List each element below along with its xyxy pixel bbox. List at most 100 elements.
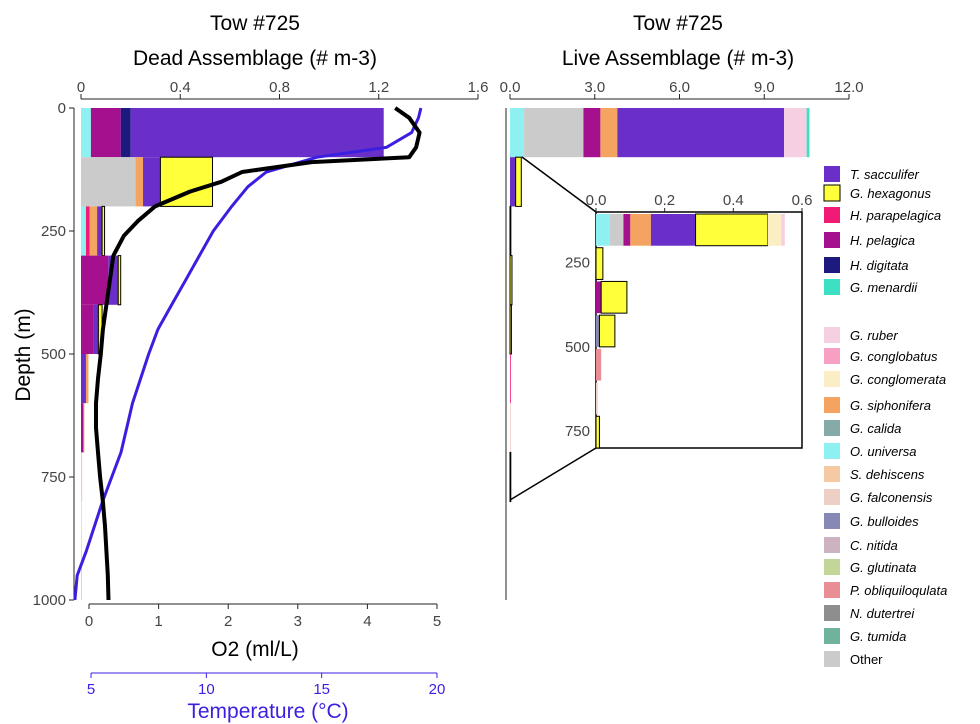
left-top-tick-label: 0.8 bbox=[269, 79, 290, 96]
legend-label: P. obliquiloqulata bbox=[850, 583, 947, 598]
legend-label: H. parapelagica bbox=[850, 208, 941, 223]
temperature-axis-label: Temperature (°C) bbox=[187, 700, 348, 723]
dead-bar-t-sacculifer bbox=[108, 255, 119, 305]
legend-swatch bbox=[824, 207, 840, 223]
dead-bar-g-siphonifera bbox=[135, 157, 144, 207]
live-bar-t-sacculifer bbox=[510, 157, 516, 207]
temperature-tick-label: 15 bbox=[313, 681, 330, 698]
legend-swatch bbox=[824, 232, 840, 248]
live-bar-g-hexagonus bbox=[515, 156, 522, 207]
live-bar-g-siphonifera bbox=[600, 108, 618, 158]
inset-bar-o-universa bbox=[596, 214, 610, 246]
legend-swatch bbox=[824, 513, 840, 529]
legend-label: G. menardii bbox=[850, 280, 918, 295]
legend-label: G. hexagonus bbox=[850, 186, 931, 201]
live-bar-g-hexagonus bbox=[509, 255, 513, 306]
inset-top-tick-label: 0.2 bbox=[654, 192, 675, 209]
o2-tick-label: 0 bbox=[85, 613, 93, 630]
live-bar-other bbox=[524, 108, 584, 158]
legend-swatch bbox=[824, 582, 840, 598]
o2-tick-label: 3 bbox=[294, 613, 302, 630]
inset-y-tick-label: 250 bbox=[565, 255, 590, 272]
y-tick-label: 0 bbox=[58, 100, 66, 117]
live-bar-h-pelagica bbox=[583, 108, 601, 158]
inset-bar-g-hexagonus bbox=[695, 213, 769, 247]
legend-label: G. siphonifera bbox=[850, 398, 931, 413]
inset-top-tick-label: 0.4 bbox=[723, 192, 744, 209]
legend-label: N. dutertrei bbox=[850, 606, 915, 621]
right-top-tick-label: 0.0 bbox=[500, 79, 521, 96]
live-bar-t-sacculifer bbox=[617, 108, 785, 158]
temperature-tick-label: 10 bbox=[198, 681, 215, 698]
legend-label: G. ruber bbox=[850, 328, 898, 343]
o2-profile-line bbox=[94, 106, 422, 601]
dead-bar-g-falconensis bbox=[81, 501, 82, 551]
right-top-tick-label: 6.0 bbox=[669, 79, 690, 96]
inset-bar-h-pelagica bbox=[596, 281, 602, 314]
plot-layer: 0 0.4 0.8 1.2 1.6 0 250 500 750 1000 0 1 2 3 4 5 5 10 15 20… bbox=[33, 79, 948, 698]
legend-swatch bbox=[824, 651, 840, 667]
legend-label: T. sacculifer bbox=[850, 167, 920, 182]
temperature-tick-label: 5 bbox=[87, 681, 95, 698]
inset-connector-top bbox=[521, 156, 597, 213]
legend-swatch bbox=[824, 443, 840, 459]
left-top-tick-label: 1.2 bbox=[368, 79, 389, 96]
y-tick-label: 500 bbox=[41, 346, 66, 363]
dead-bar-h-pelagica bbox=[90, 108, 121, 158]
legend-swatch bbox=[824, 257, 840, 273]
o2-axis-label: O2 (ml/L) bbox=[211, 638, 299, 661]
dead-bar-g-falconensis bbox=[81, 550, 82, 600]
dead-bar-h-pelagica bbox=[81, 255, 109, 305]
dead-bar-h-parapelagica bbox=[85, 206, 90, 256]
inset-y-tick-label: 500 bbox=[565, 339, 590, 356]
y-tick-label: 750 bbox=[41, 469, 66, 486]
inset-bar-g-conglomerata bbox=[767, 214, 782, 246]
legend-label: G. calida bbox=[850, 421, 901, 436]
inset-bar-g-hexagonus bbox=[598, 314, 616, 348]
legend-label: G. conglobatus bbox=[850, 349, 938, 364]
left-top-tick-label: 1.6 bbox=[468, 79, 489, 96]
live-bar-g-hexagonus bbox=[509, 451, 512, 503]
o2-tick-label: 5 bbox=[433, 613, 441, 630]
dead-bar-g-siphonifera bbox=[89, 206, 98, 256]
legend-swatch bbox=[823, 184, 841, 202]
legend-swatch bbox=[824, 397, 840, 413]
dead-bar-g-siphonifera bbox=[85, 354, 89, 404]
legend-swatch bbox=[824, 628, 840, 644]
y-tick-label: 250 bbox=[41, 223, 66, 240]
live-bar-g-hexagonus bbox=[509, 304, 512, 355]
dead-bar-o-universa bbox=[81, 206, 86, 256]
legend-swatch bbox=[824, 537, 840, 553]
left-top-tick-label: 0 bbox=[77, 79, 85, 96]
inset-bar-g-hexagonus bbox=[600, 280, 628, 314]
inset-bar-g-ruber bbox=[781, 214, 785, 246]
dead-bar-other bbox=[81, 157, 136, 207]
left-top-tick-label: 0.4 bbox=[170, 79, 191, 96]
legend-label: G. conglomerata bbox=[850, 372, 946, 387]
legend-label: G. falconensis bbox=[850, 490, 933, 505]
inset-bar-t-sacculifer bbox=[650, 214, 696, 246]
temperature-tick-label: 20 bbox=[429, 681, 446, 698]
legend-swatch bbox=[824, 348, 840, 364]
temperature-profile-line bbox=[73, 107, 423, 601]
o2-tick-label: 2 bbox=[224, 613, 232, 630]
left-title: Tow #725 bbox=[210, 12, 300, 35]
dead-bar-g-hexagonus bbox=[159, 156, 214, 207]
legend-label: C. nitida bbox=[850, 538, 898, 553]
inset-bar-p-obliquiloqulata bbox=[596, 348, 602, 381]
live-bar-o-universa bbox=[510, 108, 525, 158]
inset-frame bbox=[595, 211, 803, 449]
live-bar-g-falconensis bbox=[510, 403, 511, 453]
inset-bar-g-hexagonus bbox=[595, 247, 604, 280]
live-bar-g-hexagonus bbox=[509, 205, 512, 257]
inset-bar-other bbox=[609, 214, 624, 246]
legend-label: Other bbox=[850, 652, 883, 667]
right-top-tick-label: 12.0 bbox=[834, 79, 863, 96]
inset-bar-g-siphonifera bbox=[630, 214, 651, 246]
dead-bar-t-sacculifer bbox=[81, 354, 86, 404]
legend-label: O. universa bbox=[850, 444, 916, 459]
dead-bar-g-falconensis bbox=[83, 403, 85, 453]
live-bar-g-menardii bbox=[806, 108, 810, 158]
dead-bar-g-hexagonus bbox=[101, 205, 106, 257]
legend-swatch bbox=[824, 466, 840, 482]
